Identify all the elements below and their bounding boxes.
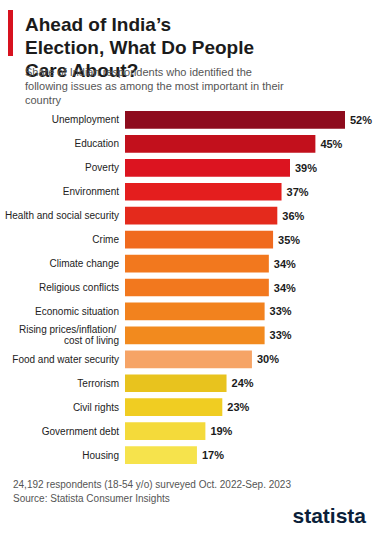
svg-text:24%: 24% <box>232 377 254 389</box>
svg-text:39%: 39% <box>295 162 317 174</box>
svg-text:Rising prices/inflation/: Rising prices/inflation/ <box>19 324 119 335</box>
svg-text:17%: 17% <box>202 449 224 461</box>
svg-text:Unemployment: Unemployment <box>52 114 119 125</box>
svg-text:33%: 33% <box>270 305 292 317</box>
svg-text:Environment: Environment <box>63 186 119 197</box>
svg-text:statista: statista <box>292 504 366 527</box>
svg-text:Ahead of India’s: Ahead of India’s <box>25 14 176 35</box>
svg-text:Housing: Housing <box>82 450 119 461</box>
svg-text:following issues as among the: following issues as among the most impor… <box>25 80 287 92</box>
svg-text:34%: 34% <box>274 258 296 270</box>
svg-text:Source: Statista Consumer Insi: Source: Statista Consumer Insights <box>13 493 170 504</box>
svg-text:33%: 33% <box>270 329 292 341</box>
svg-text:Economic situation: Economic situation <box>35 306 119 317</box>
svg-text:45%: 45% <box>320 138 342 150</box>
svg-text:Civil rights: Civil rights <box>73 402 119 413</box>
svg-text:24,192 respondents (18-54 y/o): 24,192 respondents (18-54 y/o) surveyed … <box>13 479 291 490</box>
svg-text:cost of living: cost of living <box>64 335 119 346</box>
svg-text:Food and water security: Food and water security <box>12 354 119 365</box>
svg-text:Religious conflicts: Religious conflicts <box>39 282 119 293</box>
svg-text:52%: 52% <box>350 114 372 126</box>
svg-text:country: country <box>25 94 62 106</box>
svg-text:30%: 30% <box>257 353 279 365</box>
svg-text:Terrorism: Terrorism <box>77 378 119 389</box>
svg-text:36%: 36% <box>282 210 304 222</box>
svg-text:34%: 34% <box>274 282 296 294</box>
svg-text:19%: 19% <box>210 425 232 437</box>
svg-text:37%: 37% <box>287 186 309 198</box>
svg-text:Education: Education <box>75 138 119 149</box>
svg-text:Climate change: Climate change <box>50 258 120 269</box>
svg-text:Share of Indian respondents wh: Share of Indian respondents who identifi… <box>25 66 255 78</box>
svg-text:Poverty: Poverty <box>85 162 119 173</box>
svg-text:35%: 35% <box>278 234 300 246</box>
svg-text:23%: 23% <box>227 401 249 413</box>
svg-text:Election, What Do People: Election, What Do People <box>25 37 259 58</box>
svg-text:Health and social security: Health and social security <box>5 210 119 221</box>
svg-text:Crime: Crime <box>92 234 119 245</box>
svg-text:Government debt: Government debt <box>42 426 119 437</box>
